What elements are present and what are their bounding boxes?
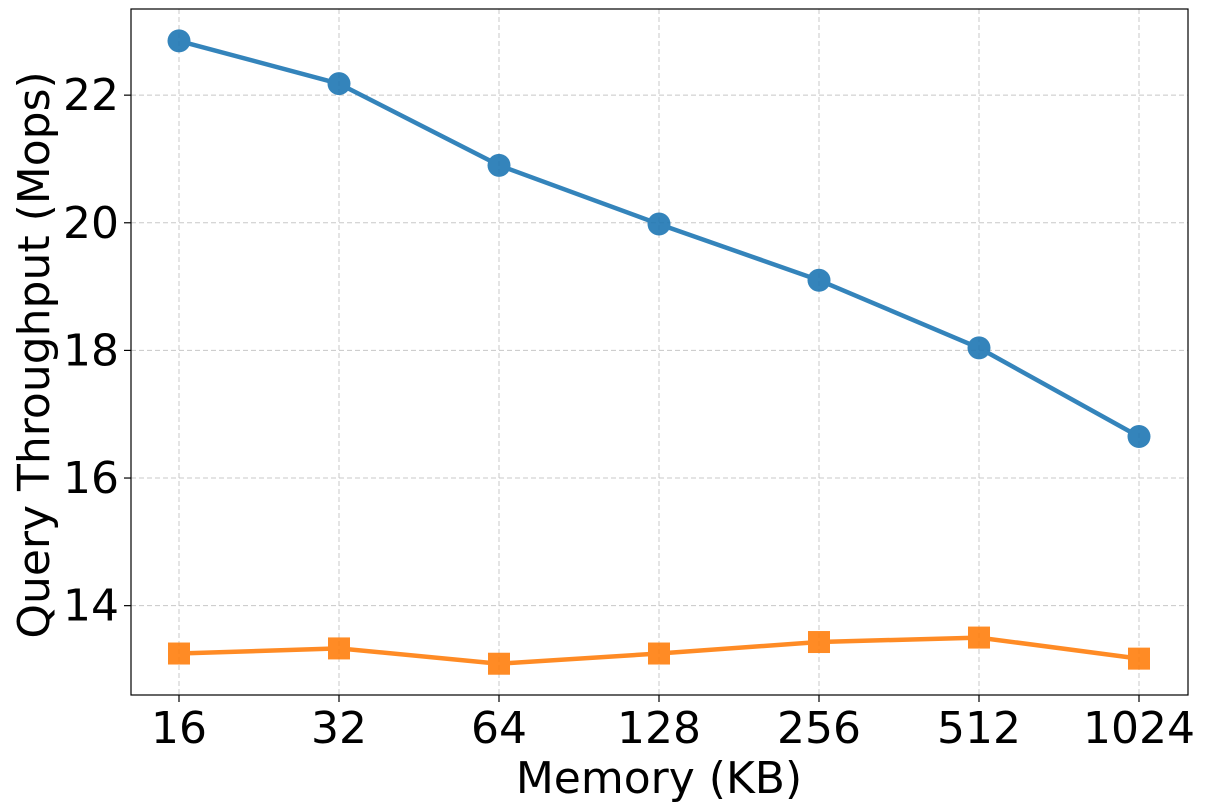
data-point-square [328,637,350,660]
data-point-square [168,642,190,665]
data-point-circle [487,153,511,177]
data-point-square [648,642,670,665]
x-tick-label: 256 [777,703,861,754]
data-point-circle [167,29,191,53]
y-tick-label: 20 [63,198,119,249]
y-axis-label: Query Throughput (Mops) [9,71,60,638]
data-point-square [1128,647,1150,670]
data-point-square [488,652,510,675]
series-layer [167,29,1151,675]
x-tick-label: 16 [151,703,207,754]
y-tick-label: 14 [63,581,119,632]
data-point-circle [1127,425,1151,449]
x-tick-label: 32 [311,703,367,754]
plot-frame [130,8,1189,696]
data-point-circle [967,336,991,360]
series-2 [168,626,1150,675]
data-point-square [968,626,990,649]
y-tick-label: 16 [63,453,119,504]
series-1 [167,29,1151,449]
x-tick-label: 128 [617,703,701,754]
x-tick-label: 1024 [1083,703,1195,754]
x-tick-label: 64 [471,703,527,754]
x-axis-label: Memory (KB) [516,753,802,804]
grid [131,9,1188,695]
data-point-square [808,631,830,654]
data-point-circle [647,212,671,236]
y-axis-ticks: 14 16 18 20 22 [63,70,131,632]
data-point-circle [807,268,831,292]
y-tick-label: 18 [63,325,119,376]
data-point-circle [327,72,351,96]
x-axis-ticks: 16 32 64 128 256 512 1024 [151,695,1195,754]
x-tick-label: 512 [937,703,1021,754]
y-tick-label: 22 [63,70,119,121]
